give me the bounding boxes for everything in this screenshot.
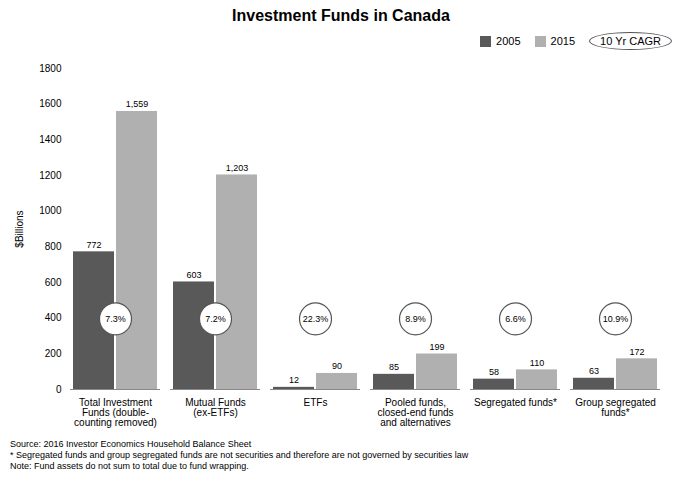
svg-text:110: 110 [530, 358, 544, 368]
svg-text:199: 199 [429, 342, 444, 352]
html-text:Investment Funds in Canada: Investment Funds in Canada [232, 7, 450, 24]
svg-text:Pooled funds,closed-end fundsa: Pooled funds,closed-end fundsand alterna… [377, 397, 453, 428]
svg-text:772: 772 [86, 240, 101, 250]
svg-text:10.9%: 10.9% [603, 314, 629, 324]
html-text:2015: 2015 [550, 35, 576, 47]
svg-text:90: 90 [332, 361, 342, 371]
html-text:Source: 2016 Investor Economic: Source: 2016 Investor Economics Househol… [10, 439, 469, 471]
svg-text:7.3%: 7.3% [105, 314, 126, 324]
svg-text:400: 400 [45, 312, 62, 323]
svg-text:Mutual Funds(ex-ETFs): Mutual Funds(ex-ETFs) [185, 397, 246, 418]
svg-text:$Billions: $Billions [14, 210, 25, 247]
svg-text:Segregated funds*: Segregated funds* [474, 397, 557, 408]
html-text:2005: 2005 [496, 35, 521, 47]
svg-text:200: 200 [45, 348, 62, 359]
svg-text:800: 800 [45, 241, 62, 252]
svg-text:1200: 1200 [39, 170, 62, 181]
svg-text:22.3%: 22.3% [303, 314, 329, 324]
svg-text:1000: 1000 [39, 205, 62, 216]
svg-text:85: 85 [389, 362, 399, 372]
svg-text:8.9%: 8.9% [405, 314, 426, 324]
svg-text:603: 603 [186, 270, 201, 280]
svg-text:Group segregatedfunds*: Group segregatedfunds* [575, 397, 656, 418]
svg-text:7.2%: 7.2% [205, 314, 226, 324]
svg-text:63: 63 [589, 366, 599, 376]
svg-text:1,203: 1,203 [226, 163, 249, 173]
svg-text:ETFs: ETFs [304, 397, 328, 408]
svg-text:1800: 1800 [39, 63, 62, 74]
svg-text:1600: 1600 [39, 98, 62, 109]
svg-text:0: 0 [56, 384, 62, 395]
svg-text:1,559: 1,559 [126, 99, 149, 109]
html-text:10 Yr CAGR: 10 Yr CAGR [600, 35, 661, 47]
svg-text:1400: 1400 [39, 134, 62, 145]
svg-text:12: 12 [289, 375, 299, 385]
svg-text:6.6%: 6.6% [505, 314, 526, 324]
svg-text:172: 172 [629, 347, 644, 357]
svg-text:58: 58 [489, 367, 499, 377]
svg-text:600: 600 [45, 277, 62, 288]
svg-text:Total InvestmentFunds (double-: Total InvestmentFunds (double-counting r… [74, 397, 157, 428]
